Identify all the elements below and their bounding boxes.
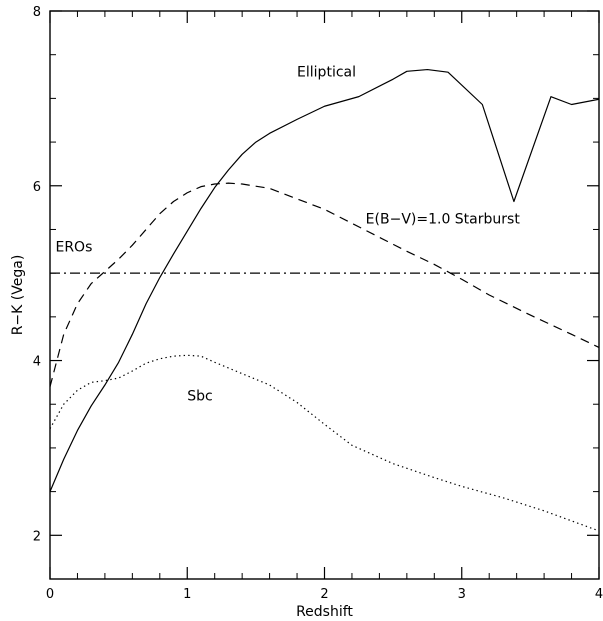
x-axis-title: Redshift [296,604,353,620]
x-tick-label: 2 [320,587,328,602]
series-line-sbc [49,354,600,532]
series-line-elliptical [49,68,600,492]
y-tick-label: 6 [33,180,41,195]
x-tick-label: 4 [595,587,603,602]
curve-label: EROs [55,239,92,255]
curve-label: Elliptical [297,65,356,81]
plot-area: 0 1 2 3 4 2 4 6 8 Elliptical E(B−V)=1.0 Starburst E… [33,5,603,602]
y-axis-title: R−K (Vega) [10,255,26,336]
series-line-e-b-v-1-0-starburst [49,182,600,387]
x-tick-label: 3 [458,587,466,602]
curve-label: Sbc [187,389,212,405]
y-tick-label: 4 [33,355,41,370]
x-tick-label: 1 [183,587,191,602]
y-tick-label: 2 [33,529,41,544]
curve-label: E(B−V)=1.0 Starburst [366,211,521,227]
y-tick-label: 8 [33,5,41,20]
x-tick-label: 0 [46,587,54,602]
